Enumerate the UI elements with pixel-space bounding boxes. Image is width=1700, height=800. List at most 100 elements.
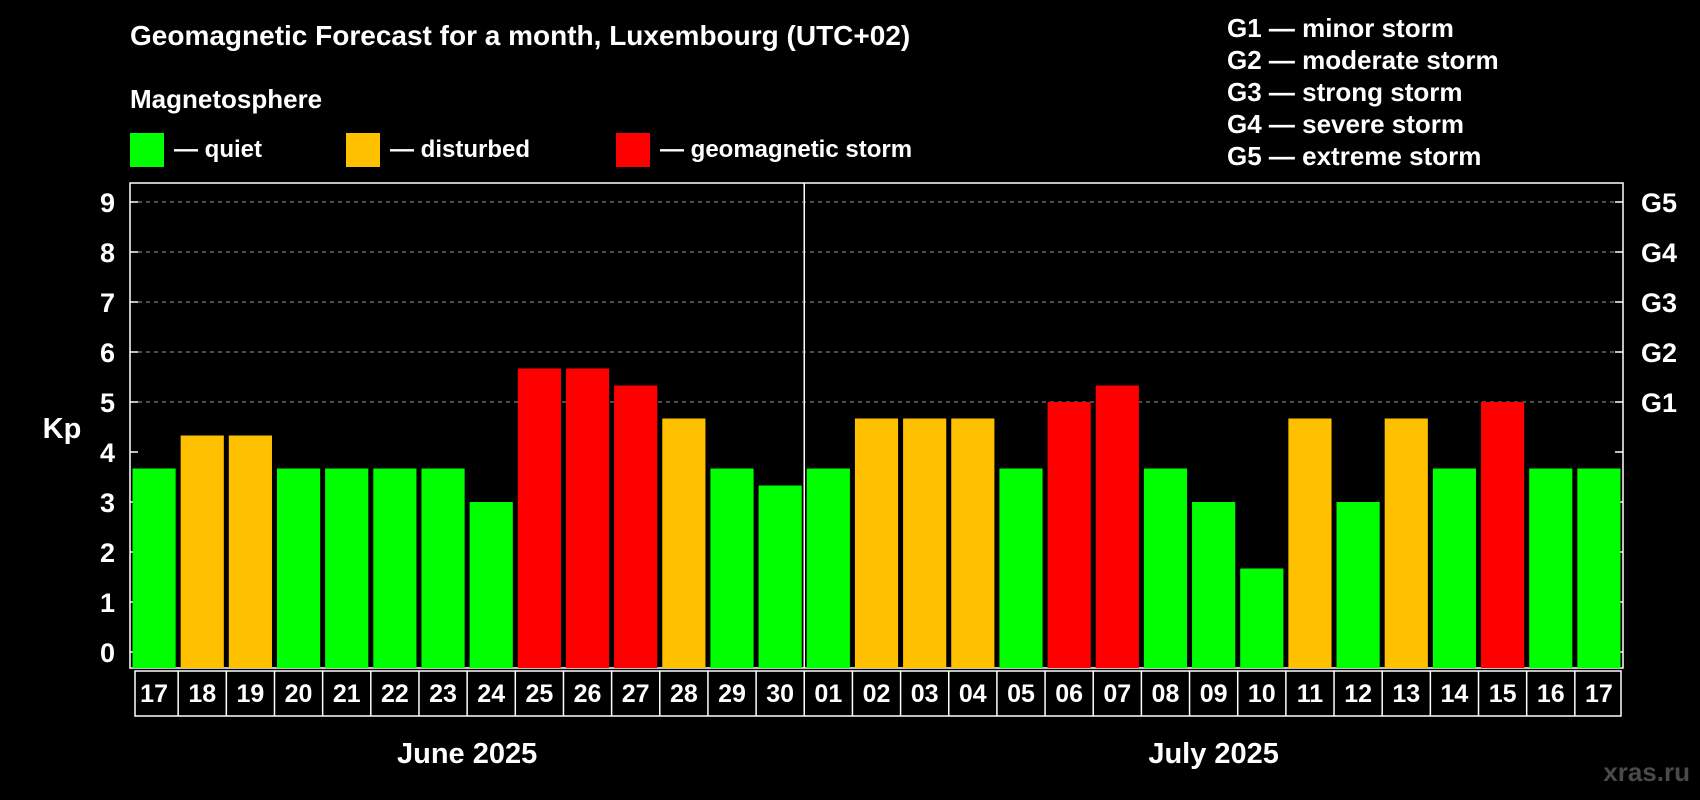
date-label: 24 bbox=[477, 680, 505, 708]
g-axis-label: G1 bbox=[1641, 388, 1677, 418]
watermark: xras.ru bbox=[1603, 757, 1690, 787]
date-label: 03 bbox=[911, 680, 939, 708]
legend-label-disturbed: — disturbed bbox=[390, 136, 531, 163]
date-label: 01 bbox=[814, 680, 842, 708]
date-label: 21 bbox=[333, 680, 361, 708]
chart-title: Geomagnetic Forecast for a month, Luxemb… bbox=[130, 20, 911, 51]
bar-disturbed bbox=[903, 418, 947, 668]
g-scale-item: G3 — strong storm bbox=[1227, 77, 1463, 107]
bar-storm bbox=[517, 368, 561, 668]
y-tick-label: 3 bbox=[100, 488, 115, 518]
bar-storm bbox=[1095, 385, 1139, 668]
y-tick-label: 1 bbox=[100, 588, 115, 618]
g-axis-label: G3 bbox=[1641, 288, 1677, 318]
bar-storm bbox=[1481, 402, 1525, 668]
date-label: 28 bbox=[670, 680, 698, 708]
date-label: 10 bbox=[1248, 680, 1276, 708]
date-label-frame bbox=[134, 670, 1622, 717]
legend-disturbed: — disturbed bbox=[346, 133, 530, 167]
date-label: 05 bbox=[1007, 680, 1035, 708]
date-label: 18 bbox=[188, 680, 216, 708]
date-label: 04 bbox=[959, 680, 987, 708]
date-label: 20 bbox=[285, 680, 313, 708]
bar-quiet bbox=[1432, 468, 1477, 668]
bar-quiet bbox=[1240, 568, 1284, 668]
bar-quiet bbox=[132, 468, 176, 668]
month-label: June 2025 bbox=[397, 738, 537, 770]
date-label: 23 bbox=[429, 680, 457, 708]
date-label: 16 bbox=[1537, 680, 1565, 708]
bar-disturbed bbox=[662, 418, 706, 668]
date-label: 02 bbox=[863, 680, 891, 708]
date-label: 29 bbox=[718, 680, 746, 708]
y-tick-label: 7 bbox=[100, 288, 115, 318]
magnetosphere-label: Magnetosphere bbox=[130, 84, 323, 114]
g-axis-label: G2 bbox=[1641, 338, 1677, 368]
bar-disturbed bbox=[228, 435, 272, 668]
bar-storm bbox=[614, 385, 658, 668]
g-scale-legend: G1 — minor storm G2 — moderate storm G3 … bbox=[1227, 12, 1499, 172]
bar-storm bbox=[1047, 402, 1091, 668]
bar-quiet bbox=[758, 485, 802, 668]
date-label: 12 bbox=[1344, 680, 1372, 708]
date-label: 19 bbox=[236, 680, 264, 708]
bar-quiet bbox=[276, 468, 321, 668]
y-tick-label: 8 bbox=[100, 238, 115, 268]
g-axis-label: G5 bbox=[1641, 188, 1677, 218]
y-tick-label: 4 bbox=[100, 438, 115, 468]
g-scale-item: G4 — severe storm bbox=[1227, 109, 1465, 139]
y-tick-label: 5 bbox=[100, 388, 115, 418]
legend-label-quiet: — quiet bbox=[174, 136, 262, 163]
bar-quiet bbox=[806, 468, 850, 668]
date-label: 15 bbox=[1489, 680, 1517, 708]
g-scale-item: G1 — minor storm bbox=[1227, 13, 1454, 43]
date-label: 14 bbox=[1441, 680, 1469, 708]
bar-quiet bbox=[999, 468, 1043, 668]
bar-quiet bbox=[1336, 502, 1380, 668]
bar-storm bbox=[565, 368, 610, 668]
y-tick-label: 9 bbox=[100, 188, 115, 218]
legend-swatch-disturbed bbox=[346, 133, 380, 167]
bar-quiet bbox=[469, 502, 513, 668]
date-label: 26 bbox=[574, 680, 602, 708]
y-axis-title: Kp bbox=[43, 413, 82, 445]
date-label: 07 bbox=[1103, 680, 1131, 708]
bar-quiet bbox=[1577, 468, 1621, 668]
date-label: 06 bbox=[1055, 680, 1083, 708]
legend-swatch-storm bbox=[616, 133, 650, 167]
legend-storm: — geomagnetic storm bbox=[616, 133, 912, 167]
legend-label-storm: — geomagnetic storm bbox=[660, 136, 913, 163]
date-label: 17 bbox=[140, 680, 168, 708]
legend-quiet: — quiet bbox=[130, 133, 262, 167]
g-scale-item: G2 — moderate storm bbox=[1227, 45, 1499, 75]
date-label: 08 bbox=[1152, 680, 1180, 708]
bar-disturbed bbox=[951, 418, 995, 668]
date-label: 27 bbox=[622, 680, 650, 708]
bar-disturbed bbox=[854, 418, 899, 668]
date-label: 22 bbox=[381, 680, 409, 708]
date-label: 30 bbox=[766, 680, 794, 708]
date-label: 13 bbox=[1392, 680, 1420, 708]
bar-quiet bbox=[1143, 468, 1188, 668]
bar-quiet bbox=[373, 468, 417, 668]
bar-disturbed bbox=[1288, 418, 1332, 668]
bar-quiet bbox=[421, 468, 465, 668]
y-tick-label: 2 bbox=[100, 538, 115, 568]
g-axis-label: G4 bbox=[1641, 238, 1677, 268]
bar-quiet bbox=[325, 468, 369, 668]
bar-quiet bbox=[710, 468, 754, 668]
date-label: 09 bbox=[1200, 680, 1228, 708]
legend-swatch-quiet bbox=[130, 133, 164, 167]
month-label: July 2025 bbox=[1148, 738, 1279, 770]
bar-quiet bbox=[1529, 468, 1573, 668]
g-scale-item: G5 — extreme storm bbox=[1227, 141, 1482, 171]
date-label: 17 bbox=[1585, 680, 1613, 708]
date-label: 11 bbox=[1297, 680, 1324, 708]
date-label: 25 bbox=[525, 680, 553, 708]
bar-disturbed bbox=[1384, 418, 1428, 668]
bar-disturbed bbox=[180, 435, 224, 668]
y-tick-label: 6 bbox=[100, 338, 115, 368]
y-tick-label: 0 bbox=[100, 638, 115, 668]
bar-quiet bbox=[1192, 502, 1236, 668]
